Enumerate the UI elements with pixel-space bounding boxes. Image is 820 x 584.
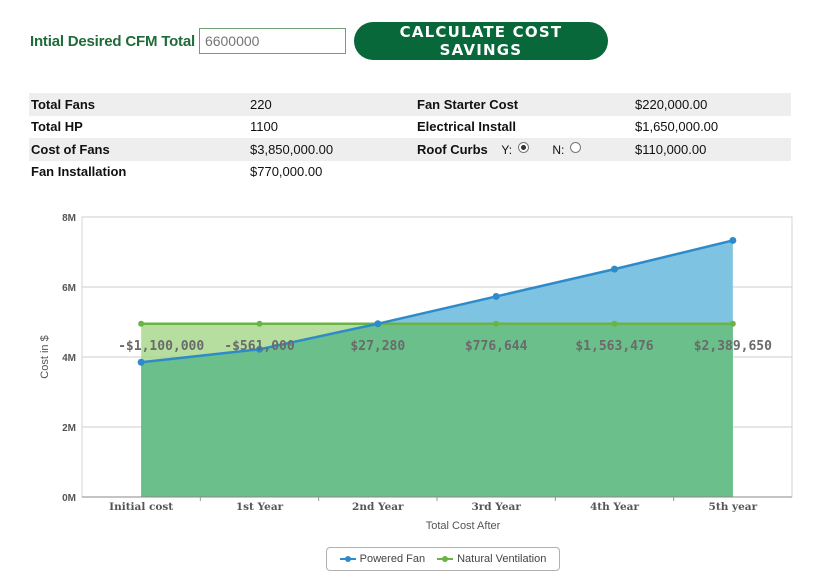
cfm-bar: Intial Desired CFM Total CALCULATE COST … bbox=[30, 22, 608, 60]
powered-fan-point bbox=[256, 345, 263, 353]
fan-starter-cost-label: Fan Starter Cost bbox=[415, 93, 633, 116]
legend-item-powered-fan[interactable]: Powered Fan bbox=[339, 553, 426, 565]
roof-curbs-cell: Roof Curbs Y: N: bbox=[415, 138, 633, 161]
table-row: Total HP 1100 Electrical Install $1,650,… bbox=[29, 116, 791, 139]
natural-ventilation-point bbox=[493, 320, 500, 327]
cost-of-fans-value: $3,850,000.00 bbox=[248, 138, 415, 161]
natural-ventilation-point bbox=[729, 320, 736, 327]
powered-fan-point bbox=[492, 292, 500, 300]
powered-fan-point bbox=[729, 236, 737, 244]
x-tick-label: Initial cost bbox=[109, 501, 173, 513]
y-tick-label: 8M bbox=[62, 213, 76, 224]
savings-label: $27,280 bbox=[350, 339, 405, 354]
natural-ventilation-point bbox=[138, 320, 145, 327]
cost-summary-table: Total Fans 220 Fan Starter Cost $220,000… bbox=[29, 93, 791, 183]
empty-cell bbox=[633, 161, 791, 184]
powered-fan-point bbox=[374, 320, 382, 328]
powered-fan-point bbox=[137, 358, 145, 366]
legend-swatch-icon bbox=[437, 555, 454, 563]
legend-item-natural-ventilation[interactable]: Natural Ventilation bbox=[437, 553, 546, 565]
fan-installation-label: Fan Installation bbox=[31, 164, 127, 180]
electrical-install-value: $1,650,000.00 bbox=[635, 119, 719, 135]
savings-label: $2,389,650 bbox=[694, 339, 772, 354]
chart-legend: Powered Fan Natural Ventilation bbox=[326, 547, 560, 571]
table-row: Fan Installation $770,000.00 bbox=[29, 161, 791, 184]
table-row: Cost of Fans $3,850,000.00 Roof Curbs Y:… bbox=[29, 138, 791, 161]
fan-starter-cost-value: $220,000.00 bbox=[633, 93, 791, 116]
fan-installation-value: $770,000.00 bbox=[250, 164, 323, 180]
table-row: Total Fans 220 Fan Starter Cost $220,000… bbox=[29, 93, 791, 116]
x-tick-label: 3rd Year bbox=[471, 501, 521, 513]
x-tick-label: 4th Year bbox=[590, 501, 640, 513]
total-hp-label: Total HP bbox=[31, 119, 83, 135]
roof-curbs-yes-radio[interactable] bbox=[517, 141, 529, 153]
powered-fan-line bbox=[141, 239, 734, 364]
roof-curbs-label: Roof Curbs bbox=[417, 141, 488, 157]
natural-ventilation-point bbox=[611, 320, 618, 327]
legend-label: Natural Ventilation bbox=[457, 553, 547, 565]
roof-curbs-yes-label: Y: bbox=[501, 142, 513, 157]
roof-curbs-no-label: N: bbox=[552, 142, 565, 157]
empty-cell bbox=[415, 161, 633, 184]
cost-of-fans-label: Cost of Fans bbox=[29, 138, 248, 161]
savings-label: -$1,100,000 bbox=[118, 339, 204, 354]
total-fans-value: 220 bbox=[248, 93, 415, 116]
total-fans-label: Total Fans bbox=[29, 93, 248, 116]
cost-chart: 0M 2M 4M 6M 8M -$1,100,000 -$561,000 $27,280 $77… bbox=[39, 213, 793, 532]
y-tick-label: 2M bbox=[62, 423, 76, 434]
savings-label: $776,644 bbox=[465, 339, 528, 354]
legend-label: Powered Fan bbox=[359, 553, 426, 565]
x-tick-label: 1st Year bbox=[236, 501, 284, 513]
total-hp-value: 1100 bbox=[250, 119, 278, 135]
savings-label: $1,563,476 bbox=[575, 339, 653, 354]
y-tick-label: 6M bbox=[62, 283, 76, 294]
powered-fan-point bbox=[611, 265, 618, 273]
x-tick-label: 5th year bbox=[709, 501, 758, 513]
x-axis-title: Total Cost After bbox=[426, 520, 501, 532]
calculate-cost-savings-button[interactable]: CALCULATE COST SAVINGS bbox=[353, 22, 608, 60]
y-tick-label: 4M bbox=[62, 353, 76, 364]
natural-ventilation-point bbox=[256, 320, 263, 327]
y-axis-title: Cost in $ bbox=[39, 335, 51, 378]
x-tick-label: 2nd Year bbox=[352, 501, 404, 513]
legend-swatch-icon bbox=[339, 555, 356, 563]
electrical-install-label: Electrical Install bbox=[417, 119, 516, 135]
cfm-input[interactable] bbox=[198, 28, 346, 54]
overlap-area bbox=[141, 323, 733, 497]
cfm-label: Intial Desired CFM Total bbox=[30, 32, 195, 50]
roof-curbs-value: $110,000.00 bbox=[633, 138, 791, 161]
roof-curbs-no-radio[interactable] bbox=[569, 141, 581, 153]
savings-label: -$561,000 bbox=[224, 339, 295, 354]
y-tick-label: 0M bbox=[62, 493, 76, 504]
